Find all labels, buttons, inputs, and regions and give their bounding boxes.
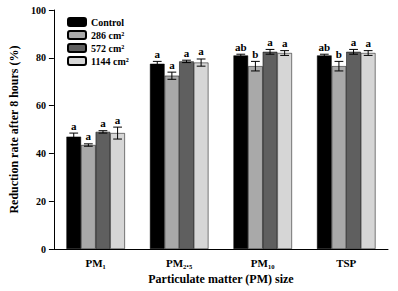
svg-text:572 cm²: 572 cm² <box>91 43 124 54</box>
svg-text:1144 cm²: 1144 cm² <box>91 56 129 67</box>
svg-text:a: a <box>267 36 273 48</box>
svg-text:PM₁: PM₁ <box>85 257 105 269</box>
svg-text:b: b <box>336 48 342 60</box>
svg-text:a: a <box>184 47 190 59</box>
svg-text:a: a <box>351 36 357 48</box>
svg-text:a: a <box>86 130 92 142</box>
svg-text:80: 80 <box>36 52 46 63</box>
svg-text:TSP: TSP <box>336 257 356 269</box>
svg-text:PM₁₀: PM₁₀ <box>251 257 275 269</box>
svg-text:0: 0 <box>41 244 46 255</box>
svg-text:20: 20 <box>36 196 46 207</box>
svg-text:ab: ab <box>318 41 330 53</box>
svg-text:Reduction rate after 8 hours (: Reduction rate after 8 hours (%) <box>7 45 21 213</box>
svg-text:a: a <box>100 117 106 129</box>
svg-text:40: 40 <box>36 148 46 159</box>
svg-text:a: a <box>169 59 175 71</box>
svg-text:Control: Control <box>91 17 124 28</box>
svg-text:b: b <box>252 48 258 60</box>
svg-text:a: a <box>198 45 204 57</box>
svg-text:a: a <box>71 120 77 132</box>
svg-text:Particulate matter (PM) size: Particulate matter (PM) size <box>148 272 294 286</box>
svg-text:a: a <box>365 37 371 49</box>
svg-text:a: a <box>282 37 288 49</box>
svg-text:PM₂.₅: PM₂.₅ <box>166 257 193 269</box>
svg-text:ab: ab <box>235 41 247 53</box>
svg-text:100: 100 <box>31 5 46 16</box>
svg-text:a: a <box>155 48 161 60</box>
svg-text:a: a <box>115 114 121 126</box>
svg-text:286 cm²: 286 cm² <box>91 30 124 41</box>
svg-text:60: 60 <box>36 100 46 111</box>
